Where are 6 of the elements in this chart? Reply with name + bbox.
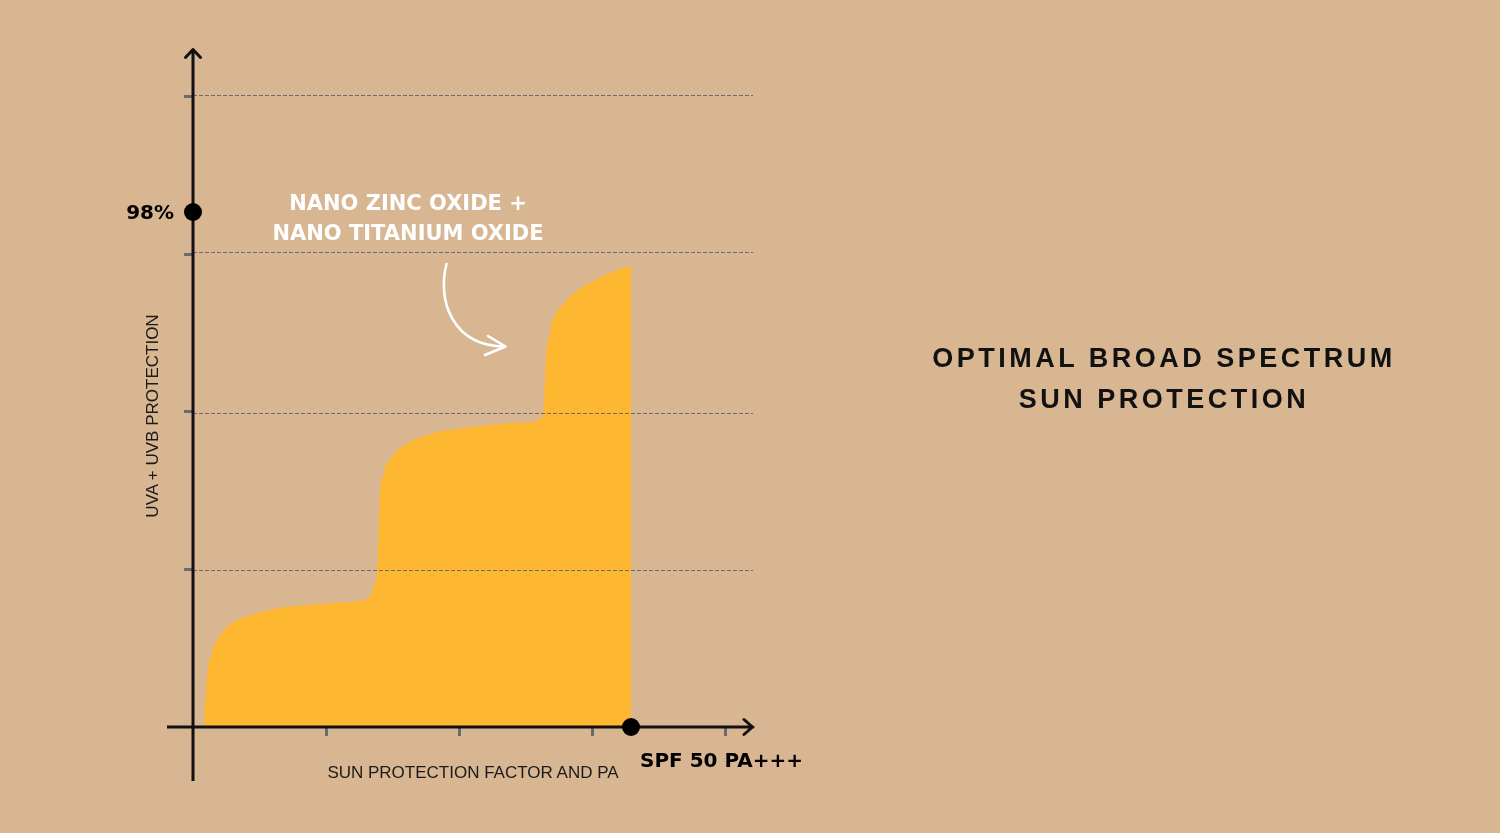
x-axis-title: SUN PROTECTION FACTOR AND PA [327, 763, 620, 782]
text: NANO ZINC OXIDE + NANO TITANIUM OXIDE [271, 190, 545, 247]
text: OPTIMAL BROAD SPECTRUM SUN PROTECTION [931, 342, 1397, 416]
text: SPF 50 PA+++ [640, 748, 804, 772]
text: 98% [126, 200, 174, 224]
y-axis-title: UVA + UVB PROTECTION [143, 314, 162, 518]
